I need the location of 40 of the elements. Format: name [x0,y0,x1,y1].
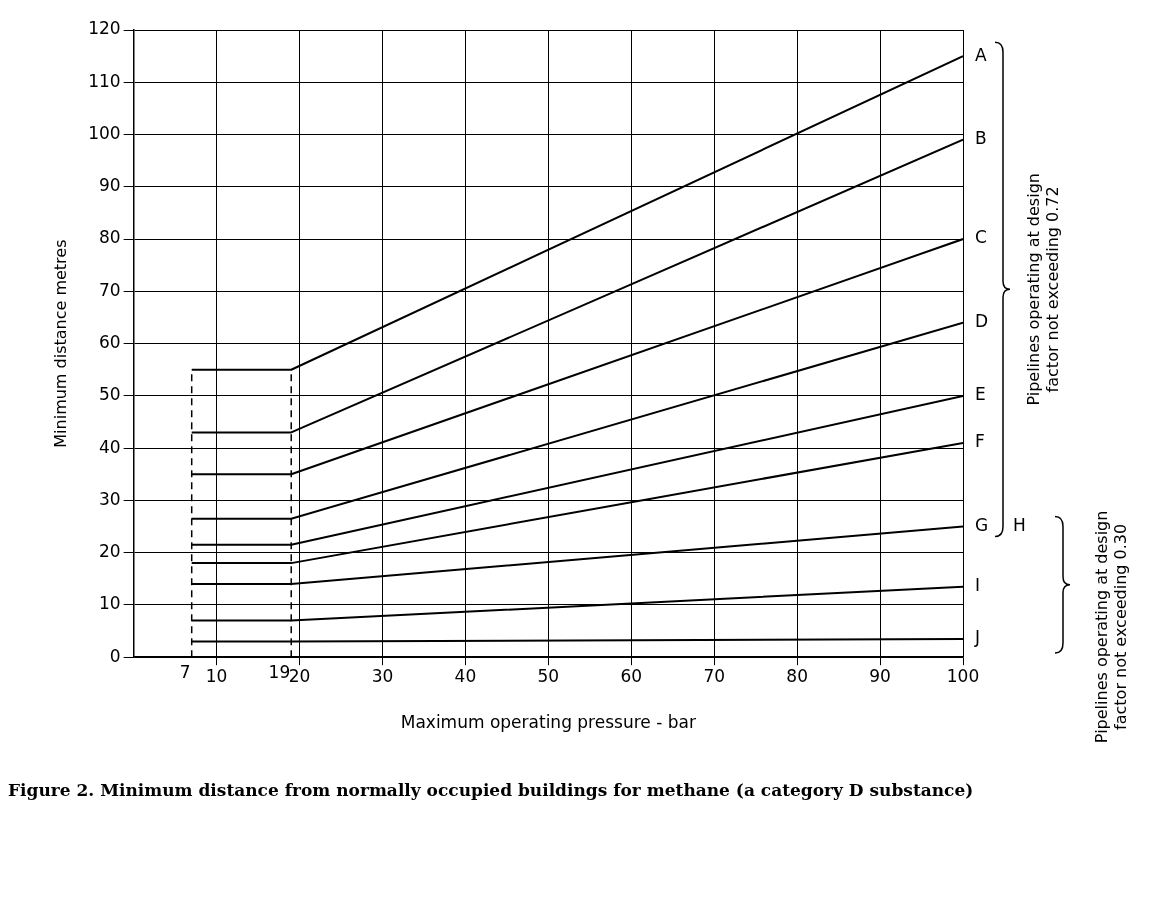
x-tick-label: 50 [537,666,560,687]
x-tick-label: 90 [869,666,891,687]
x-tick-label: 20 [288,666,311,687]
x-tick-label: 60 [620,666,643,687]
series-label: E [975,384,986,405]
ref-line-label: 7 [179,662,191,683]
y-tick-label: 80 [99,227,121,248]
series-label: A [975,44,987,65]
x-tick-label: 80 [786,666,808,687]
series-label: C [975,227,987,248]
text: Pipelines operating at design factor not exceeding 0.72 [1024,173,1063,406]
y-axis-title: Minimum distance metres [50,239,70,448]
annotation: H [1013,514,1026,535]
x-tick-label: 10 [205,666,228,687]
ref-line-label: 19 [268,662,291,683]
x-axis-title: Maximum operating pressure - bar [400,712,696,733]
y-tick-label: 100 [88,122,121,143]
series-label: I [975,575,981,596]
y-tick-label: 70 [99,279,121,300]
y-tick-label: 20 [99,541,121,562]
y-tick-label: 60 [99,332,121,353]
y-tick-label: 90 [99,175,121,196]
series-label: D [975,311,989,332]
y-tick-label: 110 [88,70,121,91]
y-tick-label: 30 [99,488,121,509]
y-tick-label: 10 [99,593,121,614]
series-label: J [974,627,981,648]
series-label: G [975,514,989,535]
x-tick-label: 30 [371,666,394,687]
x-tick-label: 70 [703,666,726,687]
y-tick-label: 120 [88,18,121,39]
text: Pipelines operating at design factor not exceeding 0.30 [1092,510,1131,744]
y-tick-label: 40 [99,436,121,457]
x-tick-label: 40 [454,666,477,687]
caption: Figure 2. Minimum distance from normally occupied buildings for methane (a category D substance) [8,779,975,802]
series-label: B [975,128,987,149]
x-tick-label: 100 [946,666,980,687]
y-tick-label: 50 [99,384,121,405]
y-tick-label: 0 [109,645,121,666]
series-label: F [975,431,985,452]
